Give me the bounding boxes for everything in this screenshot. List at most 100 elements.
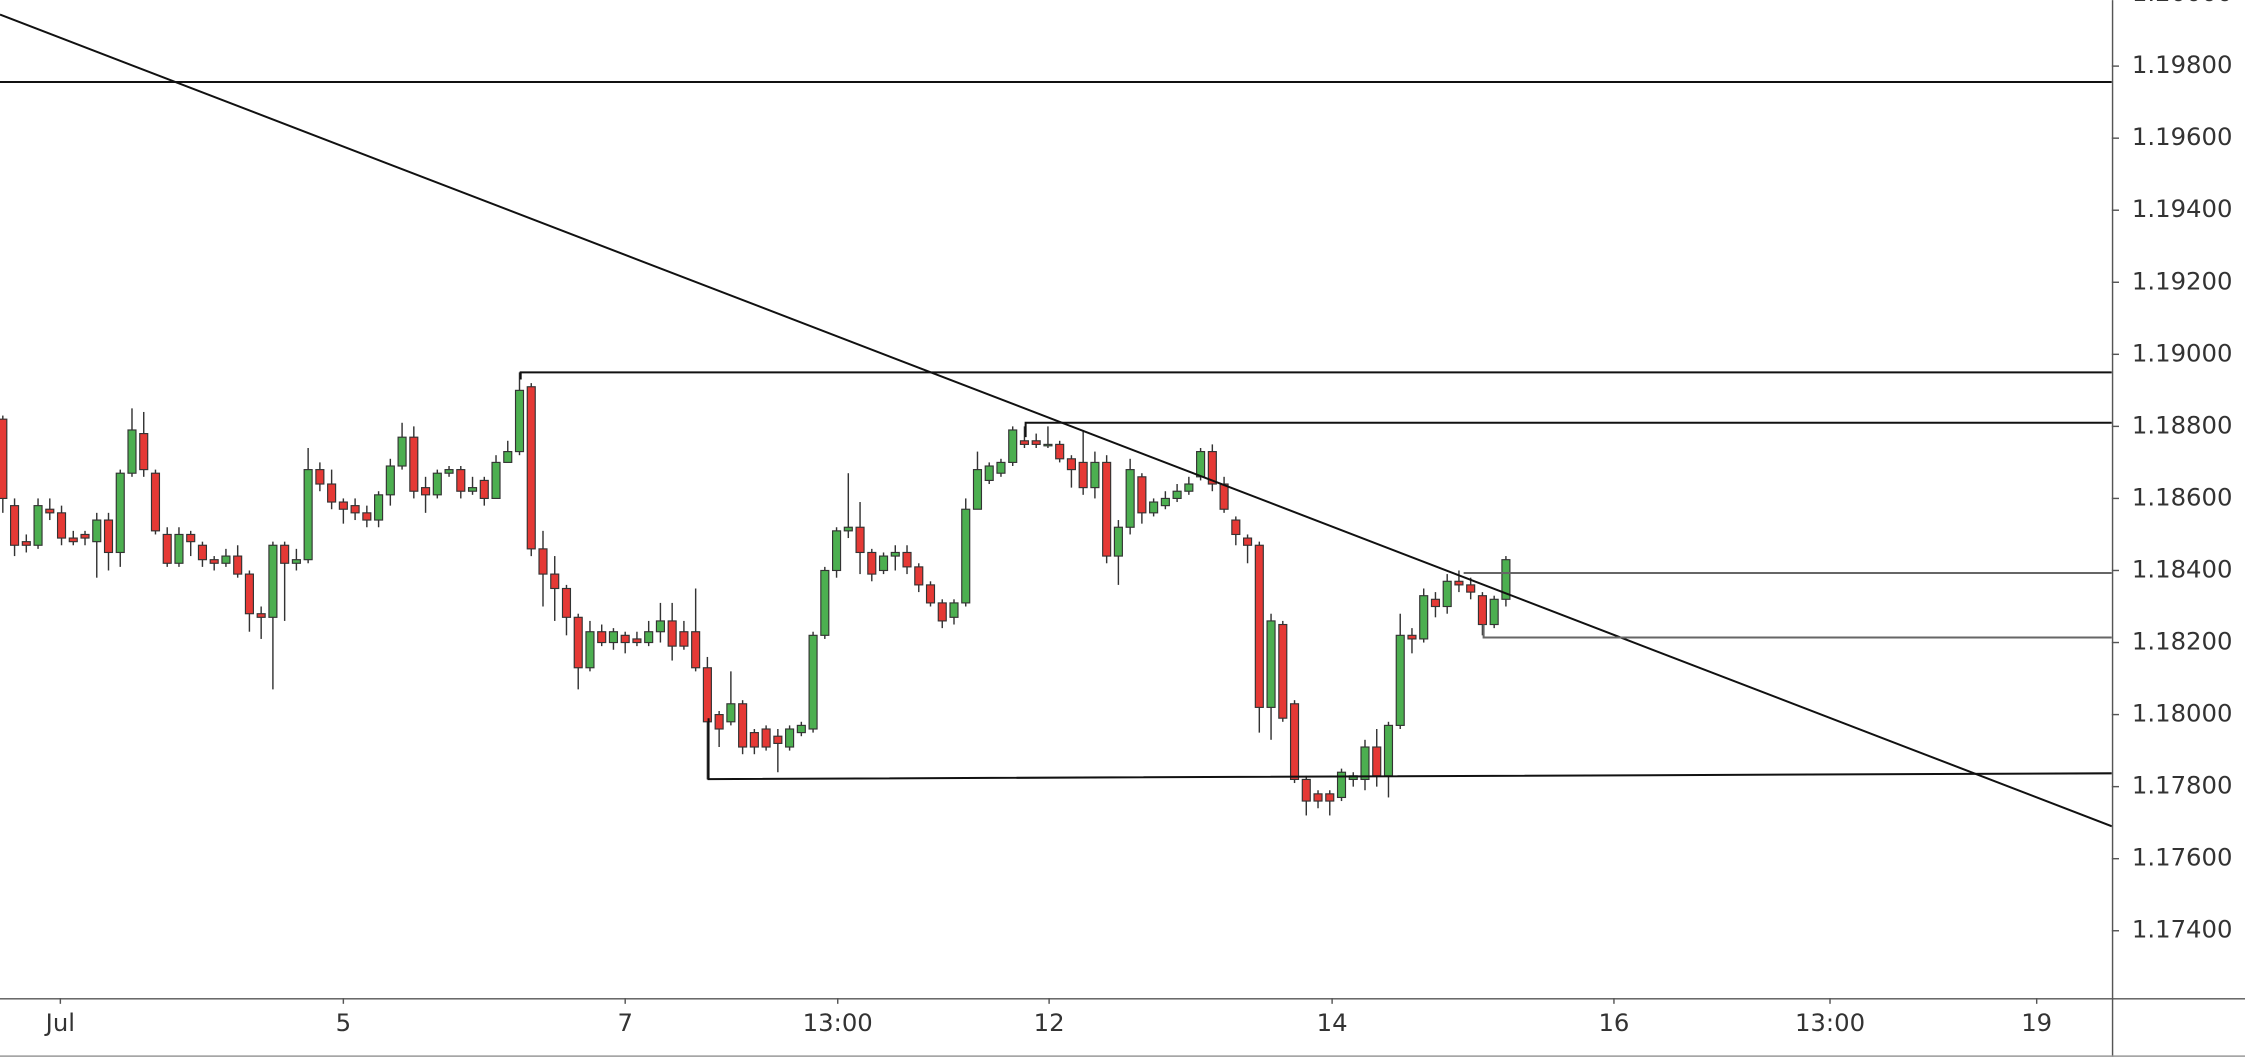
candle-body xyxy=(1090,461,1100,489)
candle-body xyxy=(350,505,360,514)
x-tick-label: 14 xyxy=(1317,1008,1348,1037)
drawn-line xyxy=(1482,624,2112,639)
candle-body xyxy=(832,530,842,572)
candle-body xyxy=(902,551,912,568)
candle-body xyxy=(1360,746,1370,781)
drawn-line xyxy=(1024,421,2112,438)
candle-body xyxy=(1113,526,1123,557)
y-tick-label: 1.17600 xyxy=(2132,843,2233,872)
candle-body xyxy=(56,512,67,539)
candle-body xyxy=(1019,440,1030,445)
candle-body xyxy=(268,544,278,618)
candle-body xyxy=(174,533,184,564)
candle-body xyxy=(1149,501,1159,514)
drawn-line xyxy=(519,371,2112,380)
candle-body xyxy=(878,555,889,572)
candle-body xyxy=(444,469,454,474)
candle-body xyxy=(1066,458,1076,471)
candle-body xyxy=(1383,724,1394,777)
candle-body xyxy=(1219,483,1229,510)
y-tick-label: 1.18600 xyxy=(2132,482,2233,511)
y-tick-label: 1.17800 xyxy=(2132,771,2233,800)
candle-body xyxy=(256,613,266,618)
candle-body xyxy=(714,714,724,730)
candle-body xyxy=(644,631,654,644)
candle-body xyxy=(1243,537,1253,546)
candle-body xyxy=(1313,793,1323,802)
y-tick-label: 1.18000 xyxy=(2132,699,2233,728)
candle-body xyxy=(291,559,301,564)
candle-body xyxy=(1078,461,1088,489)
candle-body xyxy=(820,569,830,636)
candle-body xyxy=(374,494,384,521)
candle-body xyxy=(538,548,548,575)
candle-body xyxy=(961,508,971,604)
candle-body xyxy=(1160,497,1170,507)
y-tick-label: 1.20000 xyxy=(2132,0,2233,7)
candle-body xyxy=(162,533,172,564)
candle-body xyxy=(914,566,924,586)
candle-body xyxy=(867,551,877,575)
candle-body xyxy=(1043,443,1053,447)
candle-body xyxy=(68,537,78,543)
candle-body xyxy=(550,573,560,590)
candle-body xyxy=(667,620,677,647)
candle-body xyxy=(1430,598,1441,608)
y-tick-label: 1.19200 xyxy=(2132,266,2233,295)
candle-body xyxy=(362,512,372,521)
y-tick-label: 1.19000 xyxy=(2132,338,2233,367)
candle-body xyxy=(1031,440,1041,445)
candle-body xyxy=(21,541,31,546)
x-tick-label: 16 xyxy=(1598,1008,1629,1037)
candle-body xyxy=(197,544,208,561)
candle-body xyxy=(0,418,8,500)
candle-body xyxy=(1266,620,1276,708)
candle-body xyxy=(1289,703,1300,781)
candle-body xyxy=(972,469,983,510)
x-tick-label: Jul xyxy=(44,1008,75,1037)
candle-body xyxy=(1008,429,1018,463)
candle-body xyxy=(1395,634,1405,726)
candle-body xyxy=(655,620,665,633)
candle-body xyxy=(397,436,407,467)
candle-body xyxy=(1184,483,1194,492)
y-tick-label: 1.18800 xyxy=(2132,410,2233,439)
candle-body xyxy=(679,631,689,647)
candle-body xyxy=(632,638,642,644)
candle-body xyxy=(1231,519,1241,536)
candle-body xyxy=(1254,544,1264,708)
candle-body xyxy=(115,472,125,554)
y-tick-label: 1.17400 xyxy=(2132,915,2233,944)
candle-body xyxy=(338,501,348,510)
candle-body xyxy=(702,667,712,723)
candle-body xyxy=(280,544,290,564)
candle-body xyxy=(843,526,853,532)
candle-body xyxy=(420,487,431,496)
candle-body xyxy=(1336,771,1347,799)
candle-body xyxy=(432,472,442,496)
candle-body xyxy=(514,389,525,453)
candle-body xyxy=(1489,598,1499,626)
candle-body xyxy=(479,479,489,500)
candle-body xyxy=(244,573,254,615)
candle-body xyxy=(456,469,466,492)
candle-body xyxy=(620,634,630,644)
candle-body xyxy=(103,519,114,554)
candle-body xyxy=(749,732,759,748)
candle-body xyxy=(1477,595,1487,626)
candle-body xyxy=(785,728,795,748)
y-tick-label: 1.19400 xyxy=(2132,194,2233,223)
candle-body xyxy=(1419,595,1429,640)
y-tick-label: 1.18400 xyxy=(2132,554,2233,583)
candle-body xyxy=(33,505,43,546)
candle-body xyxy=(92,519,102,543)
candle-body xyxy=(315,469,325,485)
candle-body xyxy=(855,526,865,554)
x-tick-label: 19 xyxy=(2021,1008,2052,1037)
candle-body xyxy=(996,461,1006,474)
candle-body xyxy=(221,555,231,564)
x-tick-label: 13:00 xyxy=(1795,1008,1865,1037)
candle-body xyxy=(761,728,771,748)
